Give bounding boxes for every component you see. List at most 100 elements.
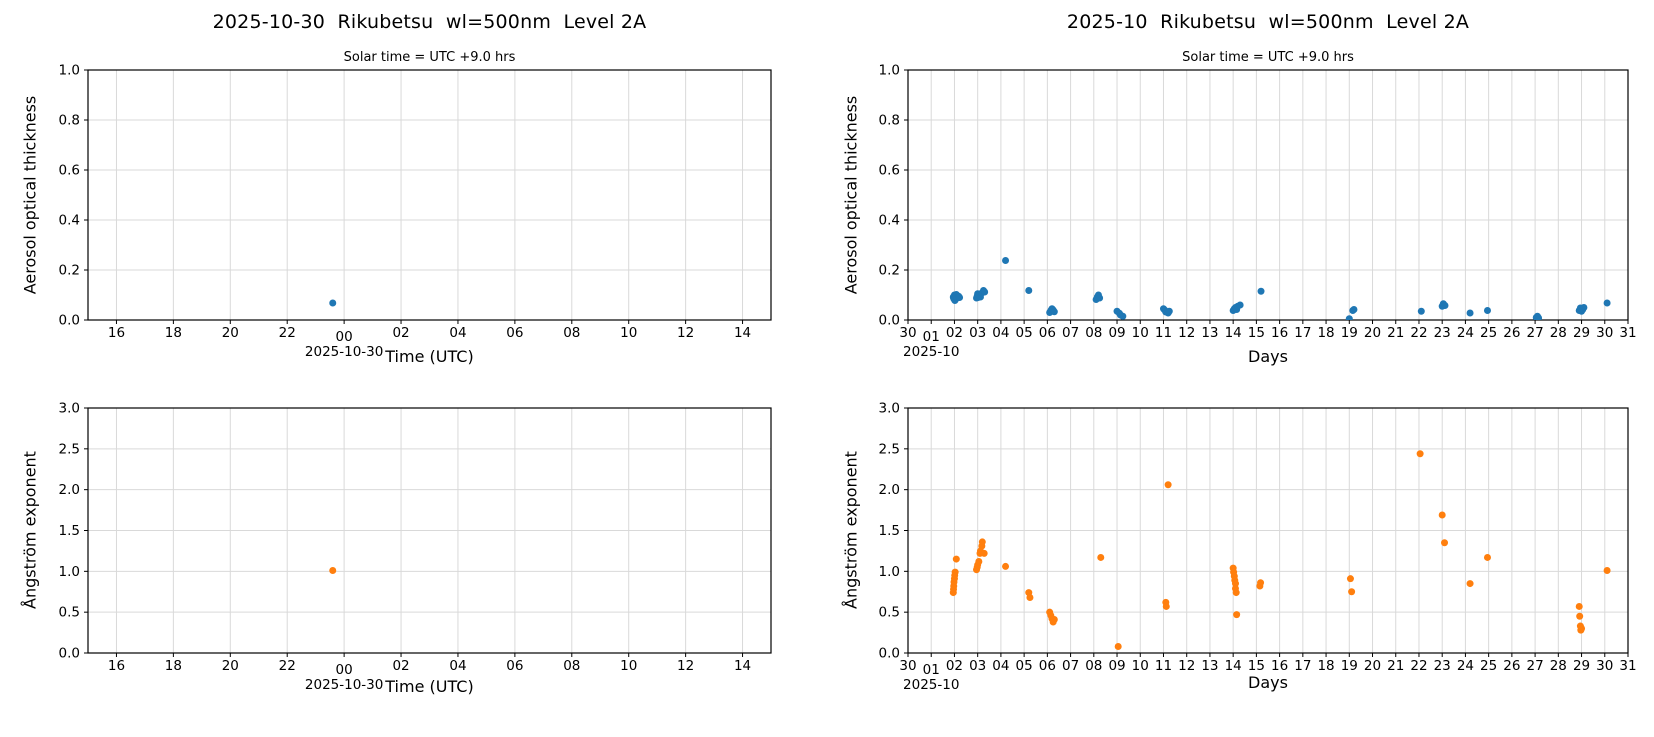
x-tick-label: 02 (392, 325, 409, 341)
axis-label-angstrom-daily: Ångström exponent (20, 451, 40, 609)
x-tick-label: 04 (992, 658, 1009, 674)
axis-label-aot-monthly: Aerosol optical thickness (841, 95, 861, 295)
data-point (1257, 579, 1265, 587)
data-point (1483, 307, 1491, 314)
x-tick-label: 14 (734, 658, 751, 674)
y-tick-label: 0.4 (879, 213, 900, 229)
data-point (1438, 511, 1446, 519)
x-tick-label: 00 (336, 329, 353, 345)
left-column-title: 2025-10-30 Rikubetsu wl=500nm Level 2A (212, 11, 647, 33)
data-point (1002, 257, 1010, 264)
data-point (329, 299, 337, 307)
y-tick-label: 0.0 (59, 313, 80, 329)
scatter-series (329, 567, 337, 575)
x-tick-label: 09 (1108, 658, 1125, 674)
data-point (1026, 593, 1034, 601)
x-axis-date-label: 2025-10-30 (305, 677, 383, 693)
x-tick-label: 04 (449, 325, 466, 341)
x-tick-label: 08 (563, 658, 580, 674)
y-tick-label: 0.0 (59, 646, 80, 662)
x-tick-label: 08 (563, 325, 580, 341)
x-tick-label: 27 (1527, 325, 1544, 341)
x-axis-date-label: 2025-10 (903, 344, 959, 360)
x-tick-label: 09 (1108, 325, 1125, 341)
y-tick-label: 3.0 (59, 401, 80, 417)
right-column-title: 2025-10 Rikubetsu wl=500nm Level 2A (1066, 11, 1470, 33)
data-point (1002, 562, 1010, 570)
right-column-subtitle: Solar time = UTC +9.0 hrs (1182, 50, 1354, 65)
x-axis-date-label: 2025-10 (903, 677, 959, 693)
x-tick-label: 24 (1457, 658, 1474, 674)
x-tick-label: 30 (1596, 325, 1613, 341)
x-tick-label: 25 (1480, 325, 1497, 341)
x-tick-label: 06 (506, 325, 523, 341)
data-point (1466, 580, 1474, 588)
x-tick-label: 18 (1317, 325, 1334, 341)
x-tick-label: 30 (899, 325, 916, 341)
data-point (1603, 299, 1611, 307)
y-tick-label: 0.5 (59, 605, 80, 621)
x-tick-label: 14 (734, 325, 751, 341)
data-point (1441, 539, 1449, 547)
data-point (1257, 287, 1265, 295)
x-tick-label: 16 (108, 658, 125, 674)
x-tick-label: 12 (677, 325, 694, 341)
data-point (1441, 302, 1449, 309)
data-point (1096, 294, 1104, 302)
y-tick-label: 1.0 (59, 564, 80, 580)
data-point (1097, 553, 1105, 561)
x-tick-label: 20 (222, 325, 239, 341)
data-point (1233, 611, 1241, 619)
data-point (1165, 307, 1173, 315)
data-point (1575, 602, 1583, 610)
x-tick-label: 20 (1364, 658, 1381, 674)
x-tick-label: 31 (1619, 325, 1636, 341)
scatter-series (329, 299, 337, 307)
data-point (952, 555, 960, 563)
x-tick-label: 10 (620, 658, 637, 674)
y-tick-label: 0.6 (879, 163, 900, 179)
x-tick-label: 25 (1480, 658, 1497, 674)
data-point (1416, 450, 1424, 458)
x-tick-label: 19 (1341, 658, 1358, 674)
data-point (1345, 315, 1353, 320)
x-tick-label: 16 (1271, 658, 1288, 674)
x-tick-label: 22 (1410, 325, 1427, 341)
plot-frame (907, 69, 1629, 321)
x-tick-label: 26 (1503, 658, 1520, 674)
data-point (1417, 307, 1425, 315)
x-tick-label: 20 (1364, 325, 1381, 341)
axis-label-time-bottom: Time (UTC) (385, 677, 474, 696)
x-tick-label: 17 (1294, 658, 1311, 674)
x-tick-label: 29 (1573, 658, 1590, 674)
y-tick-label: 1.5 (879, 523, 900, 539)
x-tick-label: 17 (1294, 325, 1311, 341)
x-tick-label: 02 (946, 658, 963, 674)
data-point (1119, 312, 1127, 320)
x-axis-date-label: 2025-10-30 (305, 344, 383, 360)
x-tick-label: 06 (506, 658, 523, 674)
x-tick-label: 03 (969, 325, 986, 341)
scatter-series (949, 450, 1611, 650)
x-tick-label: 10 (620, 325, 637, 341)
y-tick-label: 0.8 (879, 113, 900, 129)
x-tick-label: 12 (1178, 658, 1195, 674)
data-point (1346, 575, 1354, 583)
axis-label-aot-daily: Aerosol optical thickness (20, 95, 40, 295)
data-point (1576, 612, 1584, 620)
data-point (329, 567, 337, 575)
data-point (951, 568, 959, 576)
data-point (1348, 588, 1356, 596)
data-point (1580, 304, 1588, 311)
data-point (978, 538, 986, 546)
x-tick-label: 02 (946, 325, 963, 341)
data-point (956, 294, 964, 301)
y-tick-label: 0.6 (59, 163, 80, 179)
x-tick-label: 26 (1503, 325, 1520, 341)
y-tick-label: 0.8 (59, 113, 80, 129)
y-tick-label: 2.0 (879, 482, 900, 498)
x-tick-label: 31 (1619, 658, 1636, 674)
x-tick-label: 18 (165, 325, 182, 341)
